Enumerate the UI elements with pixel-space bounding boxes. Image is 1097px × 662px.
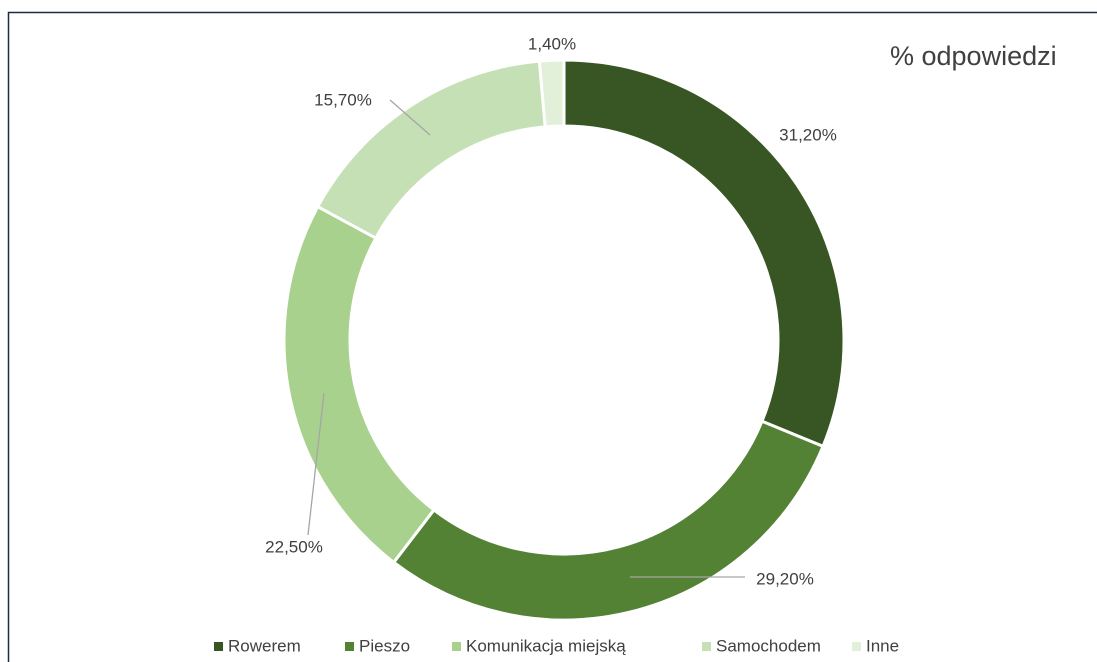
data-label: 29,20% [756, 569, 814, 588]
data-label: 15,70% [314, 90, 372, 109]
legend-label: Komunikacja miejską [466, 636, 626, 655]
donut-slice [537, 58, 566, 129]
legend-label: Pieszo [359, 636, 410, 655]
data-label: 22,50% [265, 537, 323, 556]
legend-swatch [345, 642, 354, 651]
legend-swatch [852, 642, 861, 651]
chart-title: % odpowiedzi [890, 41, 1057, 71]
leader-line [389, 99, 431, 136]
legend-label: Samochodem [716, 636, 821, 655]
legend-label: Rowerem [228, 636, 301, 655]
legend-label: Inne [866, 636, 899, 655]
donut-slice [562, 58, 846, 449]
data-label: 1,40% [528, 34, 576, 53]
leader-line [307, 392, 325, 536]
data-label: 31,20% [779, 125, 837, 144]
legend-swatch [214, 642, 223, 651]
legend-swatch [452, 642, 461, 651]
legend-swatch [702, 642, 711, 651]
